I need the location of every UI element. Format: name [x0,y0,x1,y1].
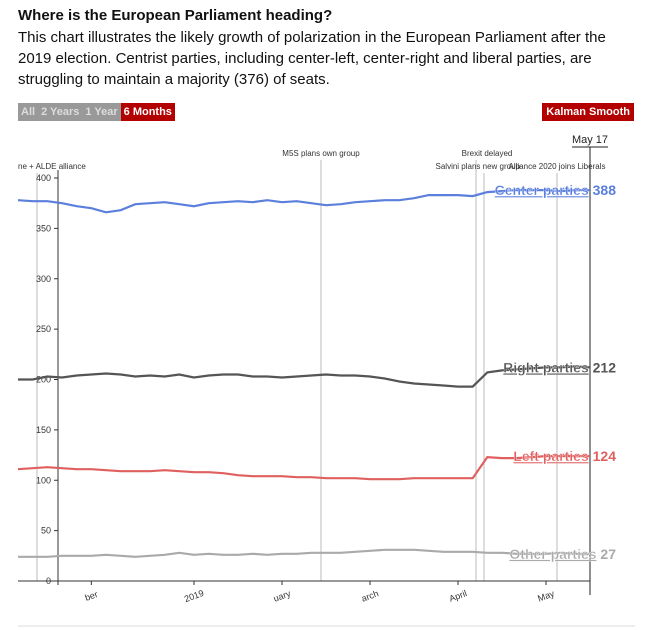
x-tick-label: uary [272,588,292,604]
y-tick-label: 50 [41,526,51,536]
y-tick-label: 250 [36,324,51,334]
x-tick-label: May [536,588,556,603]
y-tick-label: 400 [36,173,51,183]
x-tick-label: April [448,588,468,604]
series-name: Right parties [503,359,589,375]
series-line [18,548,590,558]
annotation-label: Alliance 2020 joins Liberals [509,162,606,171]
y-tick-label: 0 [46,576,51,586]
x-tick-label: arch [360,588,380,603]
series-line [17,189,590,214]
range-button[interactable]: 1 Year [85,106,118,118]
range-button[interactable]: 6 Months [120,103,175,121]
range-button[interactable]: 2 Years [41,106,80,118]
annotation-label: ne + ALDE alliance [18,162,86,171]
series-name: Left parties [513,448,589,464]
series-end-label: Other parties 27 [509,546,616,562]
annotation-label: Brexit delayed [462,149,513,158]
y-tick-label: 300 [36,274,51,284]
series-line [18,365,591,388]
series-end-label: Left parties 124 [513,448,616,464]
series-value: 212 [593,359,617,375]
series-value: 388 [593,182,617,198]
title: Where is the European Parliament heading… [18,7,333,24]
series-name: Center parties [495,182,589,198]
y-tick-label: 200 [36,375,51,385]
range-buttons: All 2 Years 1 Year 6 Months [18,103,175,121]
hover-label: May 17 [572,134,608,146]
y-tick-label: 350 [36,223,51,233]
series-name: Other parties [509,546,596,562]
description: This chart illustrates the likely growth… [18,29,606,88]
x-tick-label: ber [84,589,100,603]
series-end-label: Right parties 212 [503,359,616,375]
series-line [17,455,590,481]
y-tick-label: 150 [36,425,51,435]
y-tick-label: 100 [36,475,51,485]
x-tick-label: 2019 [183,588,205,604]
series-value: 27 [600,546,616,562]
series-value: 124 [593,448,617,464]
series-end-label: Center parties 388 [495,182,617,198]
annotation-label: M5S plans own group [282,149,360,158]
annotation-label: Salvini plans new group [436,162,521,171]
smooth-button[interactable]: Kalman Smooth [542,103,634,121]
range-button[interactable]: All [21,106,36,118]
